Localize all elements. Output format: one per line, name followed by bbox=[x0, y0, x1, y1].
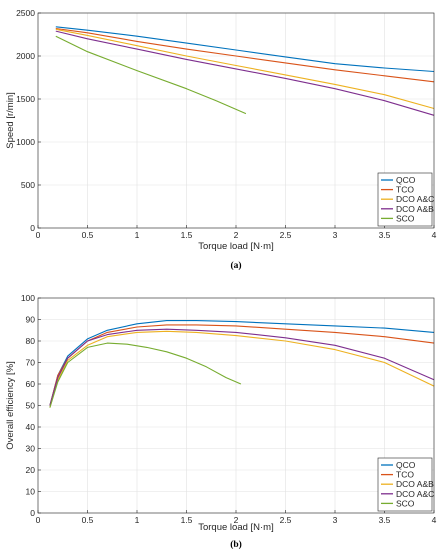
efficiency-x-tick-label: 1 bbox=[135, 515, 140, 525]
speed-legend-label: TCO bbox=[396, 185, 414, 195]
speed-y-tick-label: 1500 bbox=[16, 94, 35, 104]
efficiency-series-line-0 bbox=[49, 320, 435, 406]
efficiency-legend-label: QCO bbox=[396, 460, 416, 470]
efficiency-y-tick-label: 70 bbox=[26, 358, 36, 368]
efficiency-y-tick-label: 60 bbox=[26, 379, 36, 389]
speed-x-tick-label: 1 bbox=[135, 230, 140, 240]
speed-series-line-0 bbox=[55, 26, 435, 73]
efficiency-x-tick-label: 3.5 bbox=[379, 515, 391, 525]
efficiency-y-tick-label: 50 bbox=[26, 401, 36, 411]
efficiency-x-axis-label: Torque load [N·m] bbox=[198, 522, 274, 533]
efficiency-y-tick-label: 10 bbox=[26, 487, 36, 497]
speed-x-tick-label: 1.5 bbox=[181, 230, 193, 240]
efficiency-x-tick-label: 2 bbox=[234, 515, 239, 525]
speed-chart: 0 0.5 1 1.5 2 2.5 3 3.5 4 0 500 1000 1500 2000 2500 Tor… bbox=[5, 8, 437, 271]
efficiency-y-tick-label: 0 bbox=[30, 508, 35, 518]
efficiency-chart: 0 0.5 1 1.5 2 2.5 3 3.5 40102030405060708090100T… bbox=[5, 293, 437, 550]
speed-y-tick-label: 500 bbox=[21, 180, 35, 190]
efficiency-y-tick-label: 20 bbox=[26, 465, 36, 475]
speed-series-line-2 bbox=[55, 28, 435, 110]
efficiency-y-tick-label: 100 bbox=[21, 293, 35, 303]
speed-y-tick-label: 1000 bbox=[16, 137, 35, 147]
efficiency-x-tick-label: 4 bbox=[432, 515, 437, 525]
speed-legend-label: DCO A&C bbox=[396, 194, 434, 204]
efficiency-y-tick-label: 80 bbox=[26, 336, 36, 346]
speed-x-axis-label: Torque load [N·m] bbox=[198, 241, 274, 252]
efficiency-x-tick-label: 3 bbox=[333, 515, 338, 525]
efficiency-legend-label: SCO bbox=[396, 498, 415, 508]
efficiency-series-line-4 bbox=[49, 342, 242, 408]
efficiency-x-tick-label: 2.5 bbox=[280, 515, 292, 525]
speed-y-tick-label: 2500 bbox=[16, 8, 35, 18]
speed-x-tick-label: 3 bbox=[333, 230, 338, 240]
efficiency-x-tick-label: 0 bbox=[36, 515, 41, 525]
speed-x-tick-label: 2.5 bbox=[280, 230, 292, 240]
efficiency-caption: (b) bbox=[230, 539, 242, 550]
speed-x-tick-label: 0 bbox=[36, 230, 41, 240]
speed-series-line-3 bbox=[55, 30, 435, 116]
speed-series-line-1 bbox=[55, 27, 435, 83]
efficiency-series-line-3 bbox=[49, 328, 435, 406]
speed-x-tick-label: 0.5 bbox=[82, 230, 94, 240]
efficiency-y-tick-label: 30 bbox=[26, 444, 36, 454]
speed-legend-label: QCO bbox=[396, 175, 416, 185]
speed-y-tick-label: 0 bbox=[30, 223, 35, 233]
efficiency-y-tick-label: 90 bbox=[26, 315, 36, 325]
speed-y-tick-label: 2000 bbox=[16, 51, 35, 61]
efficiency-series-line-2 bbox=[49, 330, 435, 408]
speed-series-line-4 bbox=[55, 35, 247, 115]
efficiency-legend-label: DCO A&C bbox=[396, 489, 434, 499]
efficiency-y-tick-label: 40 bbox=[26, 422, 36, 432]
speed-x-tick-label: 4 bbox=[432, 230, 437, 240]
speed-y-axis-label: Speed [r/min] bbox=[5, 92, 16, 149]
efficiency-y-axis-label: Overall efficiency [%] bbox=[5, 361, 16, 450]
efficiency-x-tick-label: 0.5 bbox=[82, 515, 94, 525]
speed-x-tick-label: 3.5 bbox=[379, 230, 391, 240]
speed-legend-label: DCO A&B bbox=[396, 204, 434, 214]
speed-caption: (a) bbox=[230, 260, 241, 271]
efficiency-x-tick-label: 1.5 bbox=[181, 515, 193, 525]
efficiency-legend-label: TCO bbox=[396, 470, 414, 480]
speed-legend-label: SCO bbox=[396, 213, 415, 223]
efficiency-legend-label: DCO A&B bbox=[396, 479, 434, 489]
speed-x-tick-label: 2 bbox=[234, 230, 239, 240]
